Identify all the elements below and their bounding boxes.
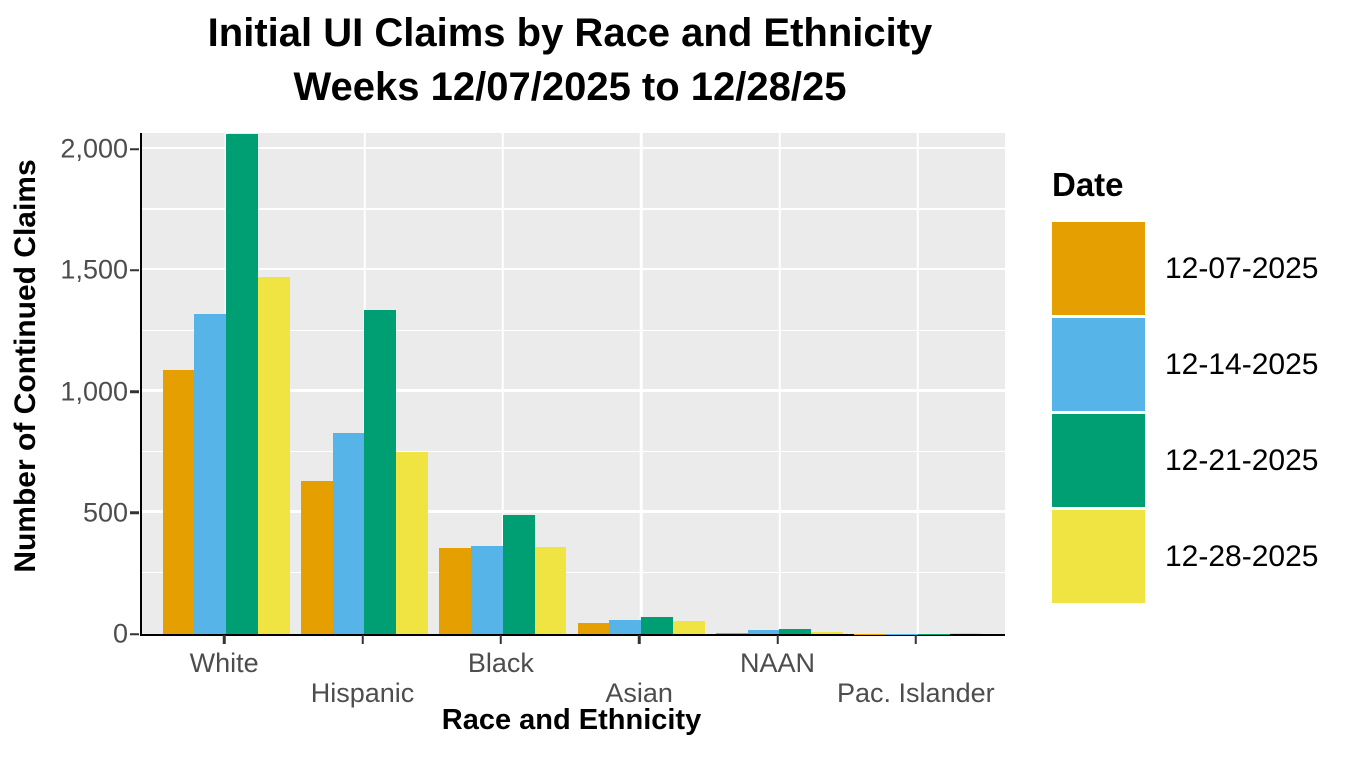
bar — [471, 545, 503, 634]
legend-swatch — [1052, 222, 1145, 315]
y-major-gridline — [142, 146, 1005, 150]
bar-group — [710, 133, 848, 634]
y-tick — [130, 148, 139, 151]
bar — [609, 620, 642, 634]
y-tick-label: 1,000 — [60, 376, 128, 407]
legend-swatch — [1052, 510, 1145, 603]
x-tick — [222, 635, 226, 644]
x-tick — [776, 635, 779, 644]
y-tick — [130, 269, 139, 272]
bar-group — [157, 133, 295, 634]
y-minor-gridline — [142, 329, 1005, 332]
y-major-gridline — [142, 510, 1005, 513]
x-tick — [637, 635, 641, 644]
y-tick — [130, 390, 139, 393]
x-major-gridline — [501, 133, 505, 634]
x-axis-label: Pac. Islander — [837, 678, 995, 708]
bar — [162, 369, 195, 634]
x-major-gridline — [778, 133, 781, 634]
bar — [534, 546, 567, 634]
legend-entry: 12-07-2025 — [1052, 222, 1318, 315]
bar — [779, 629, 812, 634]
y-tick-label: 1,500 — [60, 254, 128, 285]
bar — [502, 515, 535, 634]
y-major-gridline — [142, 267, 1005, 271]
plot-panel — [140, 133, 1005, 636]
bar — [301, 481, 333, 634]
y-tick — [130, 511, 139, 515]
y-minor-gridline — [142, 208, 1005, 210]
bar — [332, 432, 365, 634]
bar-group — [295, 133, 433, 634]
y-tick-label: 0 — [112, 618, 128, 649]
x-axis-title: Race and Ethnicity — [441, 704, 702, 736]
y-minor-gridline — [142, 572, 1005, 574]
y-tick-marks — [130, 133, 139, 636]
y-tick — [130, 632, 139, 636]
x-axis-label: Hispanic — [310, 678, 415, 708]
legend-swatch — [1052, 414, 1145, 507]
legend-entry: 12-21-2025 — [1052, 414, 1318, 507]
legend-entries: 12-07-2025 12-14-2025 12-21-2025 12-28-2025 — [1052, 222, 1318, 603]
x-axis-label: Black — [467, 648, 534, 678]
bar — [747, 630, 780, 634]
bar — [194, 314, 227, 634]
chart-title: Initial UI Claims by Race and Ethnicity … — [0, 6, 1140, 114]
x-major-gridline — [639, 133, 643, 634]
y-tick-label: 2,000 — [60, 133, 128, 164]
legend: Date 12-07-2025 12-14-2025 12-21-2025 12-28… — [1052, 166, 1318, 606]
chart-title-line2: Weeks 12/07/2025 to 12/28/25 — [293, 65, 847, 109]
bar — [949, 632, 982, 634]
bar — [439, 547, 472, 634]
legend-swatch — [1052, 318, 1145, 411]
x-tick — [499, 635, 503, 644]
legend-title: Date — [1052, 166, 1124, 203]
x-tick — [914, 635, 918, 644]
bar — [396, 452, 428, 634]
bar — [672, 620, 705, 634]
x-tick-marks — [140, 635, 1003, 644]
bar-group — [849, 133, 987, 634]
bar-group — [572, 133, 710, 634]
bar — [226, 133, 258, 634]
bar — [641, 617, 673, 634]
legend-entry: 12-14-2025 — [1052, 318, 1318, 411]
bar — [577, 623, 610, 634]
bar — [364, 310, 397, 634]
legend-label: 12-28-2025 — [1165, 539, 1319, 573]
bar — [257, 276, 290, 634]
x-major-gridline — [916, 133, 920, 634]
bar — [811, 631, 843, 634]
legend-label: 12-14-2025 — [1165, 347, 1319, 381]
y-tick-label: 500 — [82, 497, 128, 528]
chart-title-line1: Initial UI Claims by Race and Ethnicity — [207, 11, 933, 55]
y-major-gridline — [142, 389, 1005, 392]
legend-entry: 12-28-2025 — [1052, 510, 1318, 603]
bar-group — [434, 133, 572, 634]
x-tick — [361, 635, 364, 644]
legend-label: 12-21-2025 — [1165, 443, 1319, 477]
x-axis-label: Asian — [605, 678, 673, 708]
y-minor-gridline — [142, 450, 1005, 453]
y-tick-labels: 0 500 1,000 1,500 2,000 — [0, 133, 128, 649]
bar — [716, 632, 748, 634]
legend-label: 12-07-2025 — [1165, 251, 1319, 285]
x-axis-label: NAAN — [739, 648, 816, 678]
x-axis-label: White — [189, 648, 259, 678]
